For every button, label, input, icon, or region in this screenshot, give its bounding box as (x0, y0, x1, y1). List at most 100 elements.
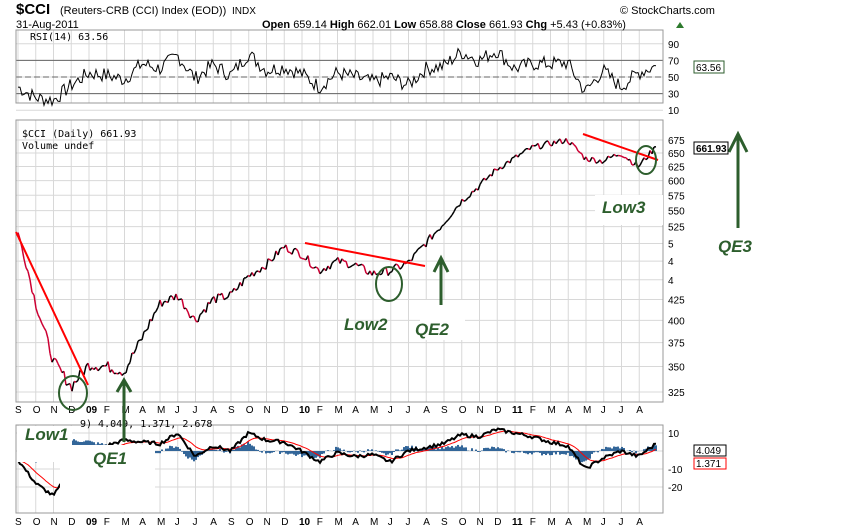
x-tick-label: 09 (86, 405, 98, 416)
price-segment (73, 380, 77, 383)
price-segment (51, 357, 55, 363)
price-segment (545, 140, 549, 143)
price-segment (401, 262, 405, 268)
price-segment (241, 277, 245, 287)
price-segment (291, 248, 295, 255)
x-tick-label: A (352, 405, 359, 416)
x-tick-label: M (583, 517, 591, 528)
price-segment (341, 258, 345, 262)
label-qe3: QE3 (718, 237, 753, 256)
price-segment (133, 348, 137, 354)
x-tick-label: A (139, 517, 146, 528)
x-tick-label: A (565, 517, 572, 528)
x-tick-label: M (157, 405, 165, 416)
x-tick-label: S (441, 517, 448, 528)
qe1-arrow (115, 377, 133, 442)
price-segment (27, 271, 31, 280)
price-segment (35, 308, 39, 315)
price-segment (49, 353, 53, 363)
macd-tick-label: -20 (668, 483, 683, 494)
current-value-tags: 63.56 661.93 4.049 1.371 (693, 60, 729, 470)
price-segment (151, 313, 155, 322)
x-tick-label: D (68, 517, 75, 528)
price-segment (39, 318, 43, 324)
price-segment (99, 365, 103, 370)
price-segment (621, 155, 625, 159)
x-tick-label: S (228, 405, 235, 416)
x-tick-label: N (477, 405, 484, 416)
price-segment (413, 251, 417, 255)
price-segment (503, 162, 507, 168)
price-segment (317, 268, 321, 275)
x-tick-label: D (494, 517, 501, 528)
price-segment (511, 156, 515, 159)
price-segment (347, 266, 351, 269)
price-segment (65, 383, 69, 386)
price-segment (425, 238, 429, 248)
rsi-series (17, 47, 657, 108)
rsi-current: 63.56 (696, 63, 721, 74)
trendline-1 (15, 231, 89, 386)
price-segment (295, 248, 299, 252)
price-segment (205, 302, 209, 313)
x-tick-label: A (352, 517, 359, 528)
rsi-panel (15, 29, 664, 104)
x-tick-label: J (406, 405, 411, 416)
price-segment (353, 262, 357, 266)
price-segment (643, 157, 647, 161)
price-segment (33, 294, 37, 309)
price-segment (43, 327, 47, 332)
price-segment (435, 229, 439, 233)
price-segment (265, 258, 269, 270)
price-segment (235, 287, 239, 291)
price-segment (91, 367, 95, 371)
rsi-title: RSI(14) 63.56 (30, 32, 108, 43)
price-segment (313, 266, 317, 269)
price-segment (75, 379, 79, 383)
price-segment (253, 271, 257, 277)
macd-current: 4.049 (696, 446, 721, 457)
x-tick-label: A (210, 405, 217, 416)
x-tick-label: J (619, 405, 624, 416)
rsi-tick-label: 10 (668, 106, 680, 117)
price-segment (267, 258, 271, 261)
price-segment (319, 270, 323, 275)
price-segment (37, 314, 41, 320)
date: 31-Aug-2011 (16, 19, 79, 31)
price-tick-label: 625 (668, 163, 685, 174)
x-tick-label: J (388, 517, 393, 528)
price-segment (147, 319, 151, 329)
macd-title: 9) 4.049, 1.371, 2.678 (80, 419, 212, 430)
x-tick-label: 10 (299, 405, 311, 416)
price-segment (161, 301, 165, 307)
price-segment (431, 233, 435, 240)
price-segment (433, 231, 437, 235)
price-segment (141, 331, 145, 340)
x-tick-label: M (583, 405, 591, 416)
volume-note: Volume undef (22, 141, 94, 152)
macd-signal-current: 1.371 (696, 459, 721, 470)
price-segment (285, 244, 289, 253)
macd-tick-label: -10 (668, 465, 683, 476)
price-segment (461, 198, 465, 202)
price-segment (491, 168, 495, 177)
price-tick-label: 325 (668, 388, 685, 399)
price-segment (21, 247, 25, 260)
x-tick-label: J (601, 517, 606, 528)
x-tick-label: M (122, 517, 130, 528)
price-segment (259, 266, 263, 273)
x-tick-label: O (459, 405, 467, 416)
low1-circle (58, 375, 88, 411)
price-segment (217, 293, 221, 296)
x-tick-label: O (33, 517, 41, 528)
price-segment (25, 267, 29, 272)
price-segment (459, 198, 463, 206)
price-segment (439, 225, 443, 231)
price-title: $CCI (Daily) 661.93 (22, 129, 136, 140)
price-tick-label: 525 (668, 223, 685, 234)
price-segment (589, 157, 593, 162)
price-segment (573, 144, 577, 148)
price-segment (107, 361, 111, 373)
x-tick-label: D (281, 517, 288, 528)
price-segment (299, 256, 303, 260)
